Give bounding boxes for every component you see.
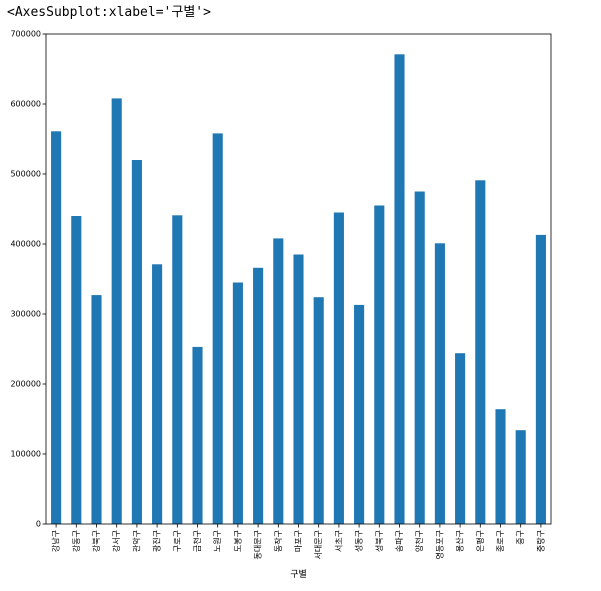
x-tick-label: 구로구 bbox=[173, 530, 182, 552]
bar-동작구 bbox=[273, 238, 284, 524]
y-ticks-group: 0 100000 200000 300000 400000 500000 600000 700… bbox=[10, 30, 46, 529]
x-tick-label: 노원구 bbox=[213, 530, 222, 552]
x-tick-label: 중랑구 bbox=[535, 530, 545, 552]
bar-서대문구 bbox=[313, 297, 324, 524]
bar-관악구 bbox=[131, 160, 142, 524]
bar-성동구 bbox=[354, 304, 365, 524]
bar-강북구 bbox=[91, 295, 102, 524]
bar-용산구 bbox=[455, 353, 466, 524]
x-tick-label: 강동구 bbox=[71, 530, 81, 552]
bar-마포구 bbox=[293, 254, 304, 524]
bar-서초구 bbox=[333, 212, 344, 524]
y-tick-label: 300000 bbox=[10, 310, 41, 319]
bar-도봉구 bbox=[232, 282, 243, 524]
bar-송파구 bbox=[394, 54, 405, 525]
x-tick-label: 송파구 bbox=[395, 530, 404, 552]
x-tick-label: 동대문구 bbox=[254, 530, 263, 559]
x-tick-label: 영등포구 bbox=[434, 530, 444, 559]
x-tick-label: 금천구 bbox=[192, 530, 202, 552]
y-tick-label: 700000 bbox=[10, 30, 41, 39]
bar-강동구 bbox=[71, 216, 82, 524]
bar-중랑구 bbox=[535, 234, 546, 524]
x-tick-label: 강남구 bbox=[51, 530, 61, 552]
bar-성북구 bbox=[374, 205, 385, 524]
x-tick-label: 서초구 bbox=[334, 530, 343, 552]
x-tick-label: 마포구 bbox=[294, 530, 303, 552]
x-tick-label: 양천구 bbox=[414, 530, 424, 552]
x-tick-label: 광진구 bbox=[152, 530, 162, 552]
x-tick-label: 은평구 bbox=[475, 530, 485, 552]
bar-노원구 bbox=[212, 133, 223, 524]
y-tick-label: 200000 bbox=[10, 380, 41, 389]
x-tick-label: 용산구 bbox=[455, 530, 465, 552]
bar-중구 bbox=[515, 430, 526, 524]
x-axis-label: 구별 bbox=[290, 569, 307, 580]
x-ticks-group: 강남구 강동구 강북구 강서구 관악구 광진구 구로구 금천구 노원구 도봉구 동대문구 동작구 마포구… bbox=[51, 524, 545, 559]
bar-은평구 bbox=[475, 180, 486, 525]
y-tick-label: 0 bbox=[36, 520, 41, 529]
plot-frame bbox=[45, 33, 552, 525]
x-tick-label: 중구 bbox=[516, 530, 525, 545]
bar-강서구 bbox=[111, 98, 122, 525]
x-tick-label: 서대문구 bbox=[314, 530, 323, 559]
y-tick-label: 500000 bbox=[10, 170, 41, 179]
x-tick-label: 성동구 bbox=[355, 530, 364, 552]
bar-구로구 bbox=[172, 215, 183, 525]
bar-광진구 bbox=[152, 264, 163, 524]
x-tick-label: 강북구 bbox=[91, 530, 101, 552]
output-repr: <AxesSubplot:xlabel='구별'> bbox=[7, 5, 211, 20]
bars-group bbox=[51, 54, 546, 525]
x-tick-label: 동작구 bbox=[273, 530, 283, 552]
bar-양천구 bbox=[414, 191, 425, 524]
y-tick-label: 600000 bbox=[10, 100, 41, 109]
x-tick-label: 성북구 bbox=[375, 530, 384, 552]
bar-강남구 bbox=[51, 131, 62, 525]
bar-영등포구 bbox=[434, 243, 445, 525]
y-tick-label: 100000 bbox=[10, 450, 41, 459]
x-tick-label: 도봉구 bbox=[233, 530, 242, 552]
x-tick-label: 종로구 bbox=[496, 530, 505, 552]
y-tick-label: 400000 bbox=[10, 240, 41, 249]
x-tick-label: 관악구 bbox=[131, 530, 141, 552]
bar-금천구 bbox=[192, 346, 203, 524]
bar-종로구 bbox=[495, 409, 506, 524]
x-tick-label: 강서구 bbox=[111, 530, 121, 552]
bar-동대문구 bbox=[253, 267, 264, 524]
